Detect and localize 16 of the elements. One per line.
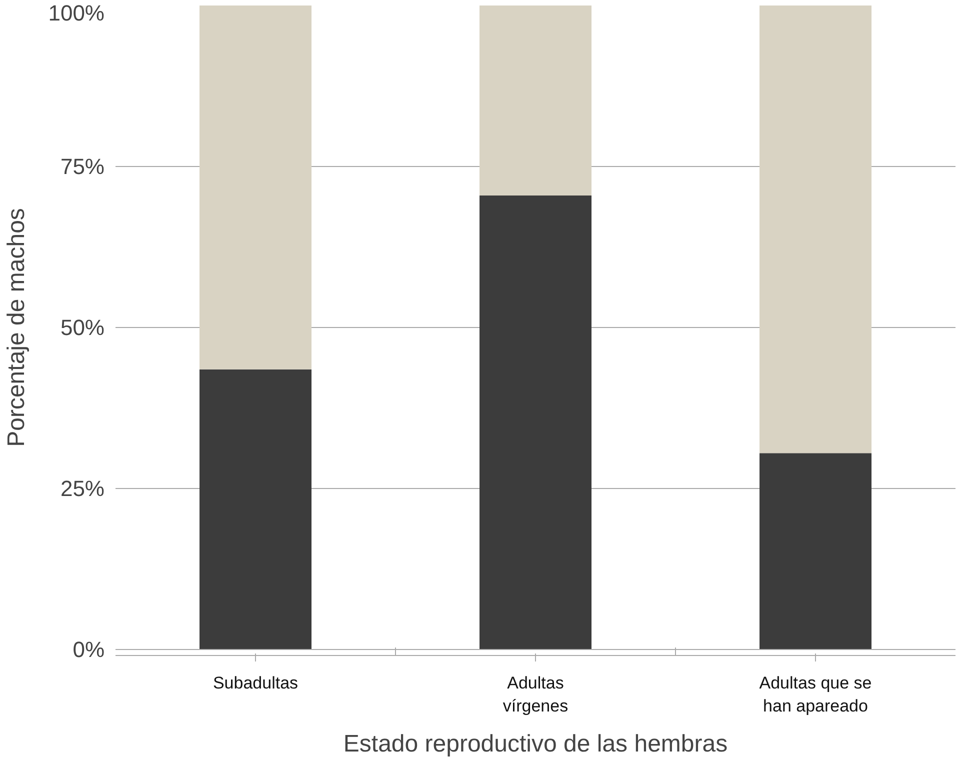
y-tick-label: 75%: [60, 154, 105, 179]
x-tick-label: Subadultas: [212, 674, 298, 692]
x-tick-label: Adultas vírgenes: [502, 674, 568, 716]
y-axis-title: Porcentaje de machos: [3, 208, 30, 447]
bar: [200, 369, 312, 650]
y-tick-label: 100%: [48, 0, 105, 26]
bar: [760, 453, 872, 650]
x-axis-title: Estado reproductivo de las hembras: [343, 730, 728, 758]
bar: [760, 6, 872, 454]
y-tick-label: 50%: [60, 315, 105, 340]
bar: [480, 195, 592, 650]
bar: [480, 6, 592, 196]
x-tick-label: Adultas que se han apareado: [759, 674, 872, 716]
bar: [200, 6, 312, 370]
y-tick-label: 0%: [72, 637, 104, 662]
y-tick-label: 25%: [60, 476, 105, 501]
